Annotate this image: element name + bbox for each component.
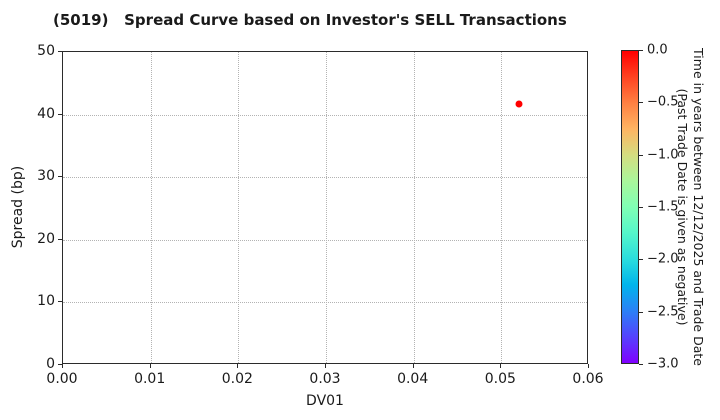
x-axis-label: DV01: [306, 393, 344, 409]
x-tick-mark: [588, 364, 589, 368]
data-point: [515, 100, 523, 108]
x-tick-mark: [237, 364, 239, 368]
x-gridline: [150, 52, 152, 363]
chart-title: (5019) Spread Curve based on Investor's …: [53, 11, 567, 29]
y-tick-label: 10: [37, 293, 55, 310]
colorbar-tick-mark: [639, 259, 643, 261]
colorbar-tick-mark: [639, 154, 643, 156]
x-tick-mark: [149, 364, 151, 368]
y-tick-mark: [58, 176, 62, 178]
x-gridline: [501, 52, 503, 363]
y-tick-mark: [58, 113, 62, 115]
y-gridline: [63, 302, 587, 304]
colorbar-tick-label: 0.0: [647, 42, 668, 58]
y-tick-mark: [58, 301, 62, 303]
y-tick-mark: [58, 364, 62, 365]
x-tick-label: 0.06: [572, 371, 604, 387]
colorbar-tick-label: −0.5: [647, 94, 679, 110]
x-tick-label: 0.03: [309, 371, 341, 387]
x-gridline: [238, 52, 240, 363]
colorbar-tick-label: −2.5: [647, 304, 679, 320]
colorbar-label-line1: Time in years between 12/12/2025 and Tra…: [691, 48, 706, 366]
y-tick-label: 50: [37, 43, 55, 59]
y-gridline: [63, 239, 587, 241]
y-axis-label: Spread (bp): [10, 165, 26, 249]
colorbar-gradient: [621, 50, 639, 364]
y-tick-mark: [58, 51, 62, 52]
y-tick-label: 30: [37, 168, 55, 185]
colorbar-tick-mark: [639, 311, 643, 313]
x-tick-mark: [500, 364, 502, 368]
x-tick-label: 0.00: [46, 371, 78, 387]
y-tick-label: 20: [37, 230, 55, 247]
x-tick-mark: [62, 364, 63, 368]
colorbar-tick-mark: [639, 50, 643, 51]
x-gridline: [413, 52, 415, 363]
y-tick-label: 0: [46, 356, 55, 372]
x-tick-label: 0.05: [484, 371, 516, 387]
y-tick-label: 40: [37, 105, 55, 122]
x-tick-label: 0.01: [134, 371, 166, 387]
x-gridline: [326, 52, 327, 363]
colorbar-tick-mark: [639, 364, 643, 365]
x-tick-mark: [325, 364, 326, 368]
colorbar-tick-mark: [639, 102, 643, 104]
colorbar-tick-mark: [639, 207, 643, 208]
plot-area: [62, 51, 588, 364]
x-tick-label: 0.02: [221, 371, 253, 387]
colorbar-tick-label: −2.0: [647, 251, 679, 267]
colorbar-label: Time in years between 12/12/2025 and Tra…: [674, 48, 706, 366]
y-tick-mark: [58, 238, 62, 240]
colorbar-tick-label: −1.0: [647, 147, 679, 163]
y-gridline: [63, 177, 587, 179]
colorbar-tick-label: −1.5: [647, 199, 679, 215]
y-gridline: [63, 114, 587, 116]
colorbar-tick-label: −3.0: [647, 356, 679, 372]
x-tick-mark: [412, 364, 414, 368]
x-tick-label: 0.04: [397, 371, 429, 387]
